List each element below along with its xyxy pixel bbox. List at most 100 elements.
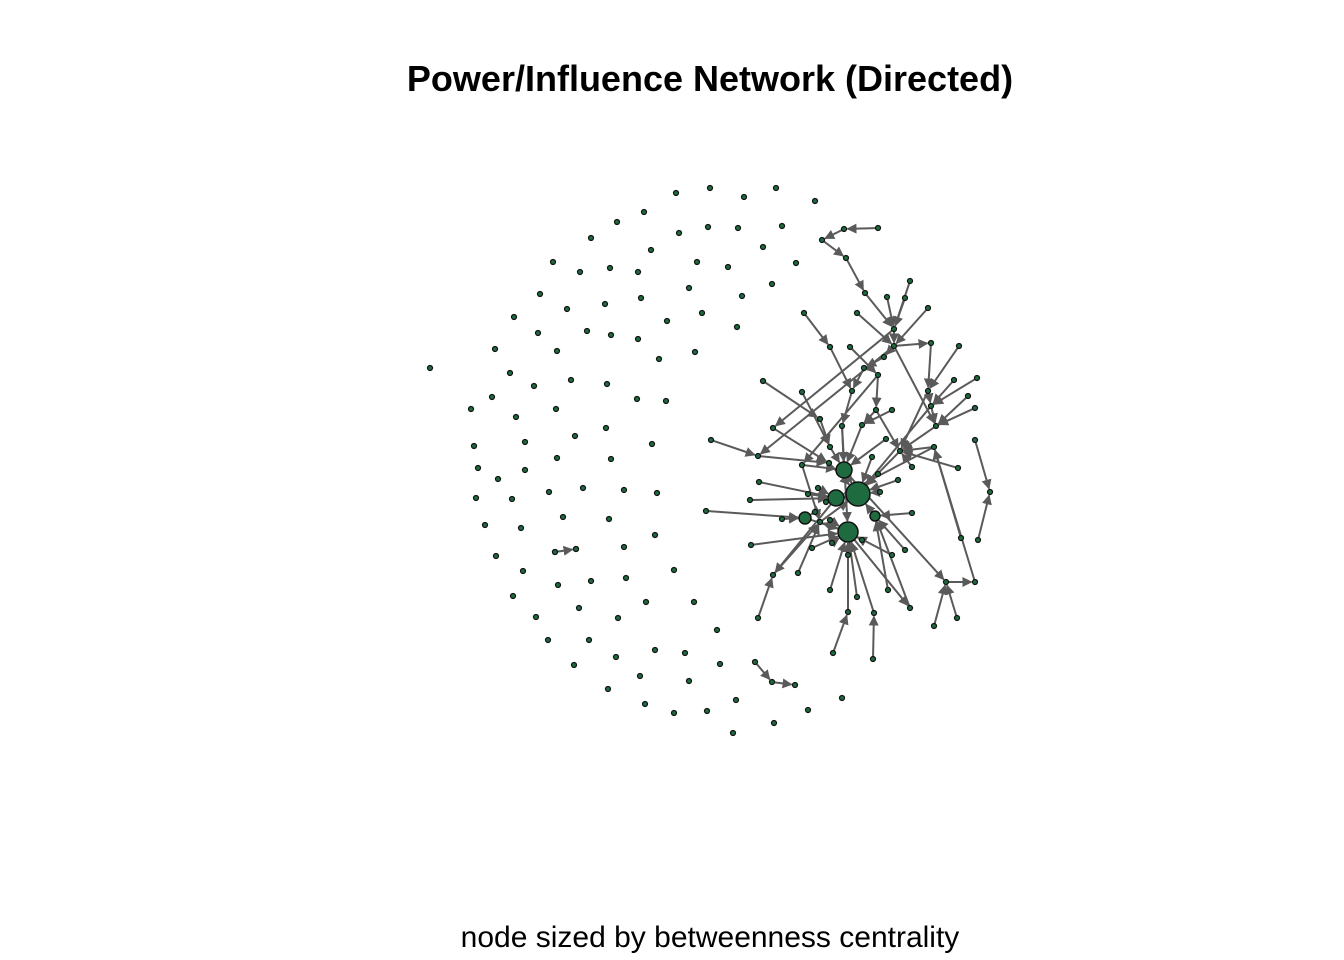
network-node <box>509 592 517 600</box>
network-node <box>769 571 777 579</box>
network-node <box>470 442 478 450</box>
network-node <box>957 534 965 542</box>
network-node <box>729 729 737 737</box>
network-node <box>585 636 593 644</box>
network-node <box>930 622 938 630</box>
network-node <box>853 593 861 601</box>
network-node <box>662 397 670 405</box>
network-node <box>690 598 698 606</box>
plot-subtitle: node sized by betweenness centrality <box>460 921 960 954</box>
network-node <box>633 395 641 403</box>
network-edge <box>923 392 934 404</box>
network-node <box>554 581 562 589</box>
network-node <box>927 402 935 410</box>
network-edge <box>902 426 935 450</box>
network-node <box>908 463 916 471</box>
network-node <box>675 229 683 237</box>
network-edge <box>830 448 841 464</box>
network-node <box>607 331 615 339</box>
network-edge <box>850 439 885 466</box>
network-edge <box>752 493 829 504</box>
network-node <box>605 515 613 523</box>
network-node <box>826 443 834 451</box>
network-node <box>759 377 767 385</box>
network-node <box>950 376 958 384</box>
network-node <box>754 452 762 460</box>
network-edge <box>842 472 853 484</box>
network-node <box>532 613 540 621</box>
network-node <box>860 364 868 372</box>
network-node <box>971 578 979 586</box>
network-node <box>828 539 836 547</box>
network-edge <box>753 529 839 546</box>
network-node <box>614 614 622 622</box>
network-edge <box>829 541 847 588</box>
network-edge <box>876 411 900 449</box>
network-node <box>901 546 909 554</box>
network-edge <box>846 259 865 291</box>
network-edge <box>868 615 879 657</box>
network-node <box>869 655 877 663</box>
network-node <box>840 225 848 233</box>
network-node <box>521 466 529 474</box>
network-node <box>888 406 896 414</box>
network-node <box>651 646 659 654</box>
network-edge <box>923 345 934 389</box>
network-node <box>825 459 833 467</box>
network-node <box>798 461 806 469</box>
network-node <box>706 184 714 192</box>
network-node <box>848 387 856 395</box>
network-node <box>634 268 642 276</box>
network-node <box>826 586 834 594</box>
network-edge <box>937 396 967 425</box>
network-node <box>663 317 671 325</box>
network-node <box>707 436 715 444</box>
network-node <box>681 649 689 657</box>
network-node <box>883 293 891 301</box>
network-node <box>826 343 834 351</box>
network-node <box>804 490 812 498</box>
network-edge <box>938 408 974 426</box>
network-edge <box>798 524 820 572</box>
network-edge <box>757 577 774 616</box>
network-node <box>973 374 981 382</box>
network-node <box>698 309 706 317</box>
network-node <box>571 432 579 440</box>
network-node <box>693 258 701 266</box>
network-node <box>508 495 516 503</box>
network-node <box>829 649 837 657</box>
network-node <box>798 388 806 396</box>
network-edge <box>871 377 882 408</box>
network-edge <box>902 449 956 469</box>
network-node <box>835 461 853 479</box>
network-node <box>702 507 710 515</box>
network-edge <box>713 439 756 457</box>
network-node <box>640 208 648 216</box>
network-node <box>563 305 571 313</box>
network-node <box>549 258 557 266</box>
network-node <box>733 323 741 331</box>
network-edge <box>846 426 863 463</box>
network-edge <box>557 545 574 556</box>
network-node <box>691 348 699 356</box>
network-node <box>467 405 475 413</box>
network-node <box>647 246 655 254</box>
network-node <box>838 422 846 430</box>
network-edge <box>828 516 840 527</box>
network-node <box>622 574 630 582</box>
network-node <box>703 707 711 715</box>
network-edge <box>774 329 893 427</box>
network-node <box>770 719 778 727</box>
network-node <box>620 486 628 494</box>
network-node <box>772 184 780 192</box>
network-node <box>876 488 884 496</box>
network-node <box>604 685 612 693</box>
network-node <box>545 488 553 496</box>
network-node <box>613 218 621 226</box>
network-node <box>942 578 950 586</box>
network-edge <box>784 513 800 524</box>
network-node <box>971 404 979 412</box>
network-node <box>530 382 538 390</box>
network-node <box>792 259 800 267</box>
network-node <box>808 544 816 552</box>
